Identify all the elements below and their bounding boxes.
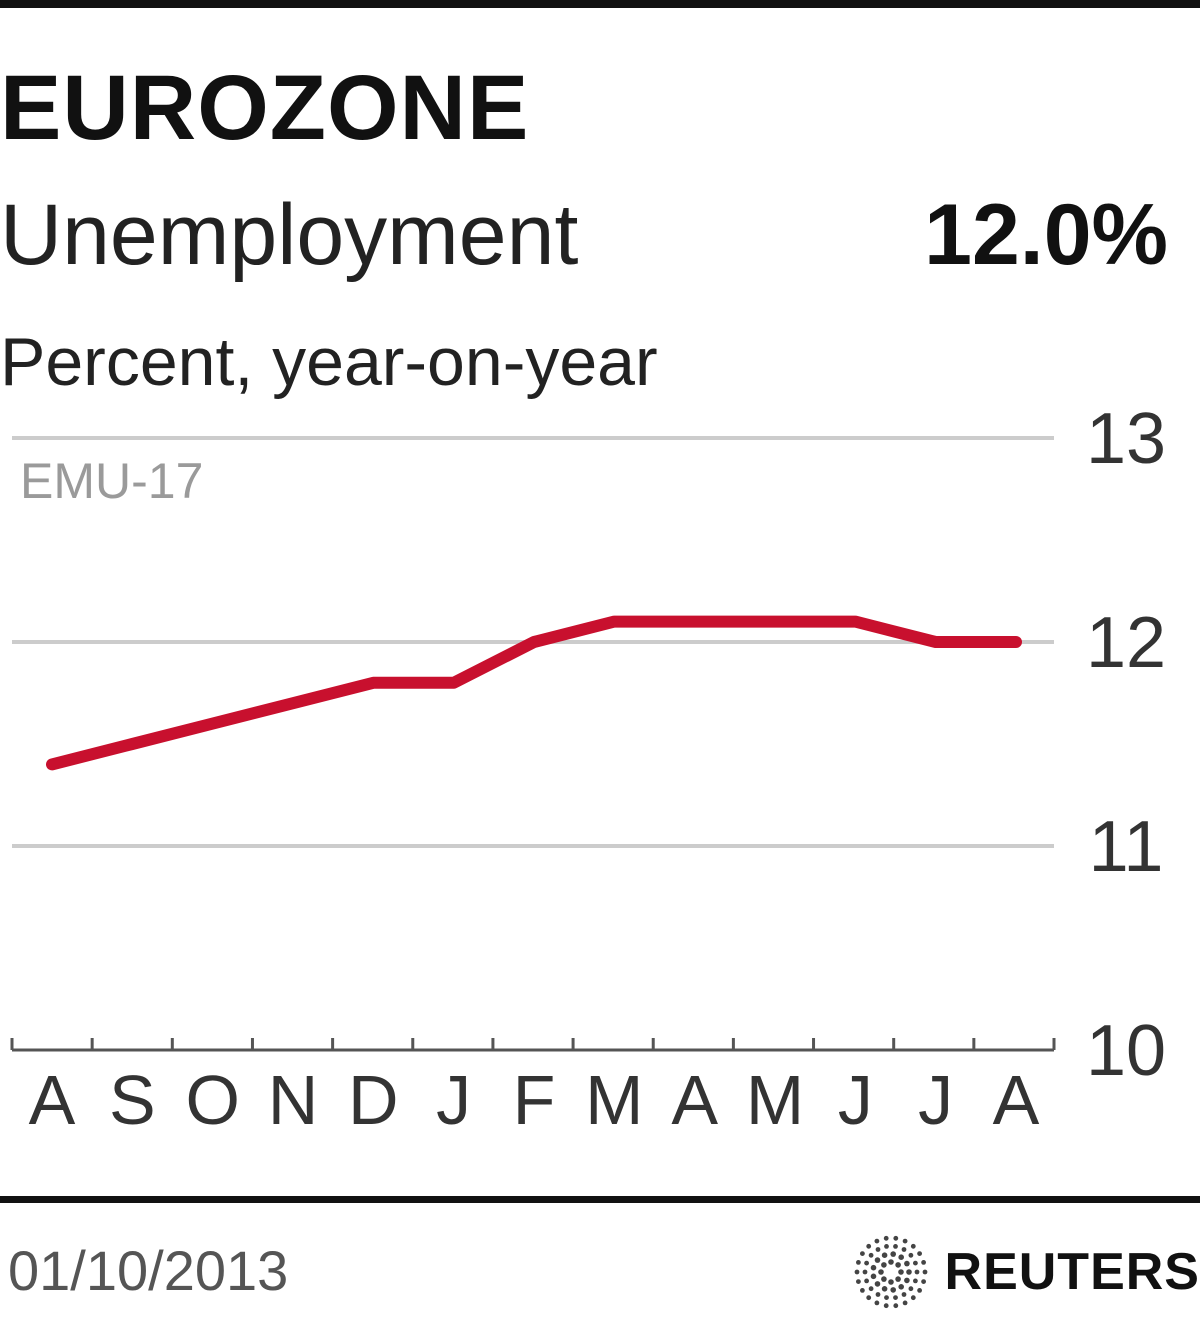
brand: REUTERS: [851, 1232, 1200, 1312]
y-tick-label: 13: [1086, 399, 1166, 479]
x-tick-label: J: [436, 1061, 471, 1139]
y-tick-label: 11: [1089, 807, 1164, 887]
x-tick-label: A: [29, 1061, 76, 1139]
x-tick-label: N: [268, 1061, 319, 1139]
reuters-logo-icon: [854, 1235, 927, 1309]
series-line: [46, 615, 1022, 771]
brand-name: REUTERS: [944, 1243, 1200, 1301]
headline-value: 12.0%: [924, 187, 1168, 283]
unit-label: Percent, year-on-year: [0, 324, 658, 400]
x-tick-label: F: [513, 1061, 556, 1139]
x-tick-label: D: [348, 1061, 399, 1139]
top-rule: [0, 0, 1200, 8]
chart-subtitle: Unemployment: [0, 187, 579, 283]
x-tick-label: A: [671, 1061, 718, 1139]
y-tick-label: 12: [1086, 603, 1166, 683]
series-label: EMU-17: [20, 453, 203, 509]
x-tick-label: J: [918, 1061, 953, 1139]
x-tick-label: M: [585, 1061, 643, 1139]
publication-date: 01/10/2013: [8, 1239, 289, 1302]
y-tick-label: 10: [1086, 1011, 1166, 1091]
bottom-rule: [0, 1196, 1200, 1203]
x-tick-label: S: [109, 1061, 156, 1139]
x-tick-label: O: [185, 1061, 239, 1139]
x-tick-label: A: [993, 1061, 1040, 1139]
x-tick-label: J: [838, 1061, 873, 1139]
x-tick-label: M: [746, 1061, 804, 1139]
chart-title: EUROZONE: [0, 57, 530, 159]
